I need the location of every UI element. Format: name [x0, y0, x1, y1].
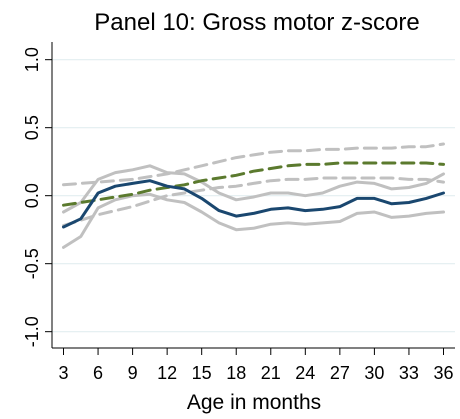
line-series: [62, 176, 445, 228]
x-tick-label: 15: [192, 363, 212, 383]
line-series: [62, 164, 445, 214]
x-tick-label: 21: [261, 363, 281, 383]
line-series: [62, 192, 445, 249]
line-series: [62, 179, 445, 229]
x-tick-label: 33: [399, 363, 419, 383]
x-tick-label: 27: [330, 363, 350, 383]
x-axis-label: Age in months: [187, 391, 321, 414]
y-tick-label: 0.5: [22, 115, 42, 140]
y-tick-label: -1.0: [22, 316, 42, 347]
x-tick-label: 36: [433, 363, 453, 383]
x-tick-label: 12: [157, 363, 177, 383]
x-tick-label: 24: [295, 363, 315, 383]
x-tick-label: 6: [93, 363, 103, 383]
y-tick-label: 0.0: [22, 183, 42, 208]
chart-title: Panel 10: Gross motor z-score: [94, 9, 419, 36]
x-tick-label: 30: [364, 363, 384, 383]
x-tick-label: 18: [226, 363, 246, 383]
x-tick-label: 3: [59, 363, 69, 383]
y-tick-label: 1.0: [22, 47, 42, 72]
x-tick-label: 9: [128, 363, 138, 383]
line-series: [62, 161, 445, 207]
line-series: [62, 142, 445, 187]
y-tick-label: -0.5: [22, 248, 42, 279]
